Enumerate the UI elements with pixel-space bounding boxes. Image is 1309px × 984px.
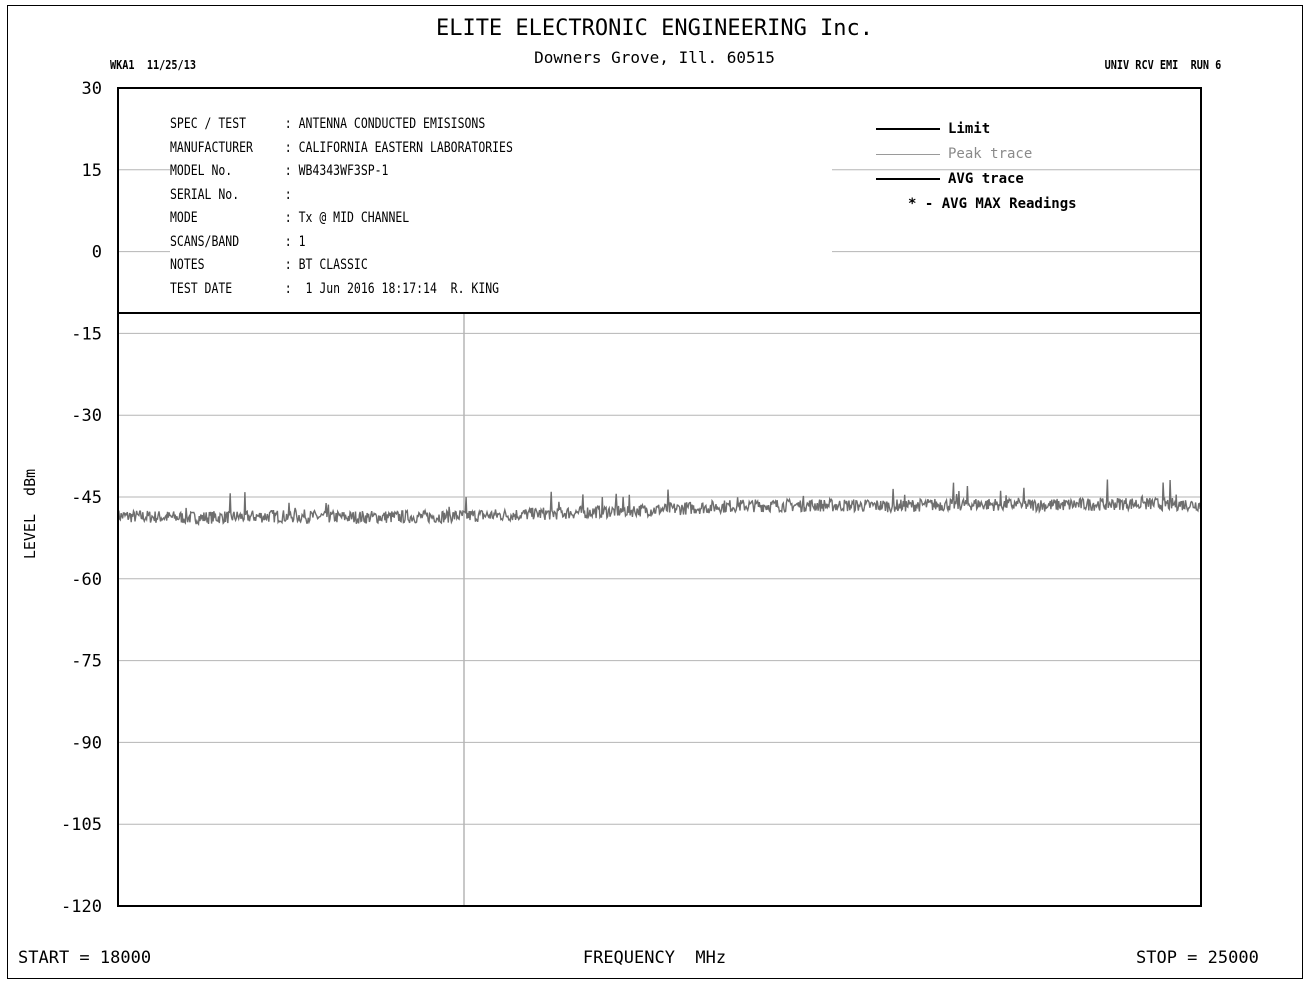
- y-tick-label: -120: [61, 897, 102, 917]
- peak-trace-line: [117, 479, 1202, 527]
- legend-avg: AVG trace: [876, 171, 1024, 187]
- y-tick-label: 15: [82, 161, 102, 181]
- info-row-mode: MODE : Tx @ MID CHANNEL: [170, 210, 409, 226]
- equipment-date: WKA1 11/25/13: [110, 58, 196, 72]
- legend-peak-swatch: [876, 153, 940, 155]
- info-key: SCANS/BAND: [170, 234, 240, 250]
- info-key: SPEC / TEST: [170, 116, 247, 132]
- info-value: : Tx @ MID CHANNEL: [284, 210, 410, 226]
- info-key: SERIAL No.: [170, 187, 240, 203]
- y-tick-label: -75: [71, 652, 102, 672]
- info-value: : ANTENNA CONDUCTED EMISISONS: [284, 116, 486, 132]
- info-row-notes: NOTES : BT CLASSIC: [170, 257, 368, 273]
- legend-avg-label: AVG trace: [948, 171, 1024, 187]
- info-row-serial: SERIAL No.:: [170, 187, 292, 203]
- company-title: ELITE ELECTRONIC ENGINEERING Inc.: [435, 16, 874, 41]
- info-key: TEST DATE: [170, 281, 233, 297]
- axis-layer: 30 15 0 -15 -30 -45 -60 -75 -90 -105 -120: [61, 79, 1202, 917]
- trace-layer: [117, 479, 1202, 527]
- legend-peak-label: Peak trace: [948, 146, 1033, 162]
- run-label: UNIV RCV EMI RUN 6: [1104, 58, 1221, 72]
- start-frequency-label: START = 18000: [18, 948, 152, 968]
- info-row-scans: SCANS/BAND : 1: [170, 234, 306, 250]
- info-row-model: MODEL No. : WB4343WF3SP-1: [170, 163, 388, 179]
- legend-limit: Limit: [876, 121, 990, 137]
- legend-avg-swatch: [876, 178, 940, 180]
- page-frame: [7, 5, 1303, 979]
- legend-avg-max: * - AVG MAX Readings: [908, 196, 1077, 212]
- info-value: : CALIFORNIA EASTERN LABORATORIES: [284, 140, 513, 156]
- legend-limit-swatch: [876, 128, 940, 130]
- info-row-manufacturer: MANUFACTURER : CALIFORNIA EASTERN LABORAT…: [170, 140, 513, 156]
- legend-limit-label: Limit: [948, 121, 991, 137]
- y-tick-label: -30: [71, 406, 102, 426]
- info-key: MANUFACTURER: [170, 140, 253, 156]
- y-tick-label: -60: [71, 570, 102, 590]
- y-tick-label: -105: [61, 815, 102, 835]
- x-axis-label: FREQUENCY MHz: [582, 948, 727, 968]
- info-key: NOTES: [170, 257, 205, 273]
- info-row-spec: SPEC / TEST : ANTENNA CONDUCTED EMISISONS: [170, 116, 485, 132]
- info-value: :: [284, 187, 292, 203]
- y-tick-label: 30: [82, 79, 102, 99]
- y-tick-label: -90: [71, 733, 102, 753]
- info-key: MODE: [170, 210, 198, 226]
- info-value: : 1 Jun 2016 18:17:14 R. KING: [284, 281, 500, 297]
- stop-frequency-label: STOP = 25000: [1136, 948, 1259, 968]
- y-axis-label: LEVEL dBm: [21, 468, 39, 560]
- plot-frame: [117, 87, 1202, 907]
- company-location: Downers Grove, Ill. 60515: [534, 48, 775, 67]
- grid-layer: [118, 169, 1201, 906]
- y-tick-label: 0: [92, 243, 102, 263]
- info-key: MODEL No.: [170, 163, 233, 179]
- legend-peak: Peak trace: [876, 146, 1032, 162]
- info-value: : WB4343WF3SP-1: [284, 163, 389, 179]
- y-tick-label: -15: [71, 324, 102, 344]
- legend-avg-max-label: * - AVG MAX Readings: [908, 196, 1077, 212]
- y-tick-label: -45: [71, 488, 102, 508]
- info-value: : 1: [284, 234, 306, 250]
- info-row-test-date: TEST DATE : 1 Jun 2016 18:17:14 R. KING: [170, 281, 499, 297]
- info-value: : BT CLASSIC: [284, 257, 368, 273]
